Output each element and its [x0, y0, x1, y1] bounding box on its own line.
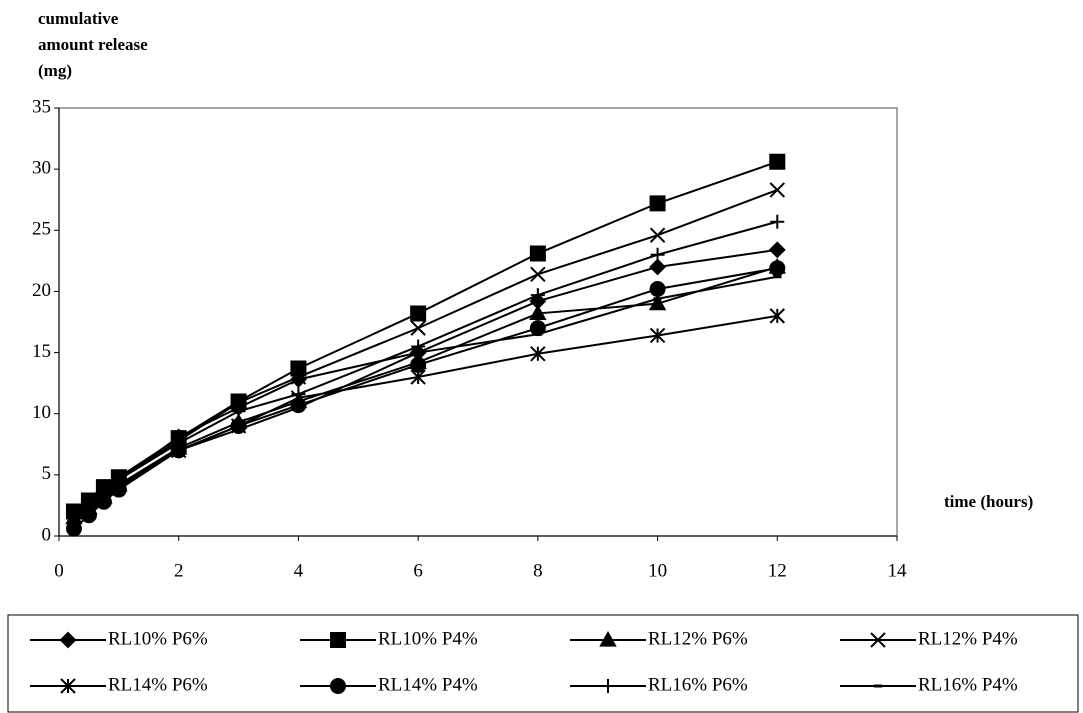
x-tick-label: 6	[413, 560, 423, 581]
legend-label: RL12% P4%	[918, 628, 1018, 649]
x-tick-label: 2	[174, 560, 184, 581]
legend-marker	[330, 632, 346, 648]
marker	[650, 247, 665, 262]
legend-label: RL14% P6%	[108, 674, 208, 695]
marker	[649, 280, 666, 297]
marker	[530, 266, 546, 283]
marker	[291, 387, 306, 402]
x-tick-label: 0	[54, 560, 64, 581]
legend-label: RL16% P4%	[918, 674, 1018, 695]
y-tick-label: 20	[32, 280, 51, 301]
marker	[171, 436, 186, 451]
y-tick-label: 35	[32, 96, 51, 117]
x-axis-label: time (hours)	[944, 492, 1033, 511]
marker	[410, 320, 426, 336]
legend-marker	[599, 630, 617, 647]
legend-marker	[60, 678, 76, 694]
y-axis-label: cumulative	[38, 9, 119, 28]
marker	[290, 369, 307, 385]
marker	[530, 346, 546, 362]
marker	[649, 227, 666, 243]
marker	[96, 482, 111, 497]
marker	[769, 153, 786, 170]
marker	[529, 304, 547, 321]
marker	[410, 356, 427, 373]
series-line	[73, 248, 778, 515]
legend-marker	[330, 678, 346, 694]
marker	[111, 472, 126, 487]
y-tick-label: 10	[32, 402, 51, 423]
y-axis-label: amount release	[38, 35, 148, 54]
marker	[410, 305, 427, 322]
series-line	[73, 266, 778, 519]
marker	[230, 395, 247, 411]
legend-label: RL10% P6%	[108, 628, 208, 649]
y-axis-label: (mg)	[38, 61, 72, 80]
x-tick-label: 14	[888, 560, 908, 581]
marker	[81, 494, 96, 509]
marker	[649, 195, 666, 212]
y-tick-label: 25	[32, 219, 51, 240]
marker	[231, 404, 246, 419]
marker	[770, 214, 785, 229]
legend-label: RL14% P4%	[378, 674, 478, 695]
legend-marker	[59, 631, 77, 649]
y-tick-label: 0	[42, 524, 52, 545]
series-line	[73, 314, 778, 518]
legend-label: RL10% P4%	[378, 628, 478, 649]
x-tick-label: 8	[533, 560, 543, 581]
x-tick-label: 12	[768, 560, 787, 581]
marker	[769, 308, 785, 324]
x-tick-label: 4	[294, 560, 304, 581]
legend-label: RL16% P6%	[648, 674, 748, 695]
y-tick-label: 5	[42, 463, 52, 484]
y-tick-label: 30	[32, 158, 51, 179]
y-tick-label: 15	[32, 341, 51, 362]
marker	[66, 505, 81, 520]
series-line	[73, 160, 778, 513]
marker	[65, 520, 82, 537]
marker	[768, 241, 786, 259]
marker	[648, 294, 667, 311]
x-tick-label: 10	[648, 560, 667, 581]
marker	[530, 288, 545, 303]
legend-marker	[601, 679, 615, 693]
legend-box	[7, 614, 1079, 713]
marker	[649, 258, 666, 276]
legend-marker	[870, 632, 886, 648]
marker	[769, 182, 785, 198]
marker	[769, 260, 786, 277]
legend-label: RL12% P6%	[648, 628, 748, 649]
marker	[649, 327, 666, 344]
marker	[529, 245, 546, 262]
